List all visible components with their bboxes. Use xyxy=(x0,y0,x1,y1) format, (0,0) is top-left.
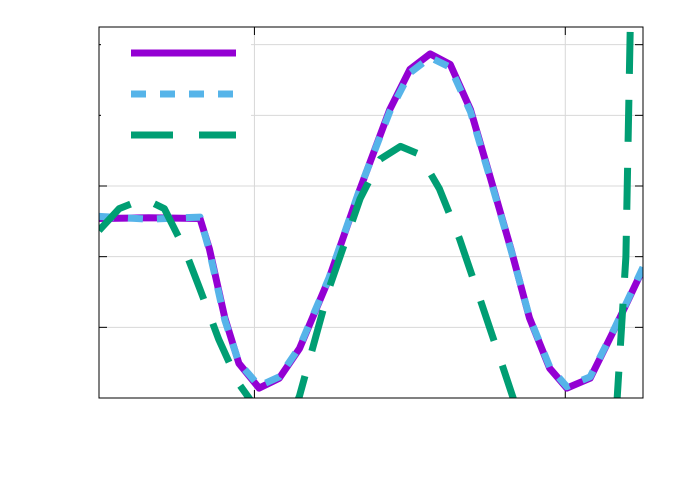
series-line xyxy=(99,53,643,391)
series-line xyxy=(99,27,634,398)
plot-border xyxy=(98,26,644,399)
plot-area xyxy=(99,27,643,398)
